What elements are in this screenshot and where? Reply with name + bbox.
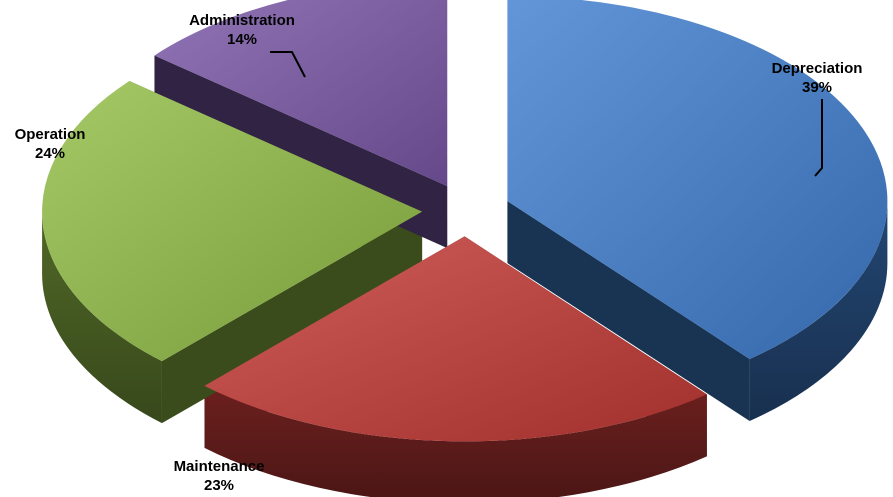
slice-percent-administration: 14% <box>227 31 257 48</box>
pie-slice-operation <box>42 80 423 362</box>
leader-line-depreciation <box>814 99 823 177</box>
pie-slice-administration <box>154 0 448 187</box>
leader-lines <box>270 51 823 177</box>
slice-cut-face-operation-0 <box>161 211 423 424</box>
slice-percent-operation: 24% <box>35 145 65 162</box>
slice-rim-depreciation <box>749 201 888 422</box>
pie-slice-maintenance <box>204 236 707 442</box>
leader-line-administration <box>270 51 306 78</box>
slice-label-depreciation: Depreciation 39% <box>772 60 863 96</box>
slice-cut-face-depreciation-1 <box>507 201 750 422</box>
slice-name-maintenance: Maintenance <box>174 458 265 475</box>
slice-rim-maintenance <box>204 385 707 497</box>
slice-rim-operation <box>42 211 162 424</box>
slice-percent-depreciation: 39% <box>802 79 832 96</box>
slice-label-administration: Administration 14% <box>189 12 295 48</box>
slice-label-maintenance: Maintenance 23% <box>174 458 265 494</box>
slice-labels: Depreciation 39% Maintenance 23% Operation 24… <box>15 12 863 494</box>
slice-percent-maintenance: 23% <box>204 477 234 494</box>
slice-name-depreciation: Depreciation <box>772 60 863 77</box>
slice-name-administration: Administration <box>189 12 295 29</box>
slice-label-operation: Operation 24% <box>15 126 86 162</box>
slice-side-depreciation <box>507 201 888 422</box>
pie-slice-depreciation <box>507 0 888 360</box>
slice-name-operation: Operation <box>15 126 86 143</box>
slice-tops <box>42 0 888 442</box>
